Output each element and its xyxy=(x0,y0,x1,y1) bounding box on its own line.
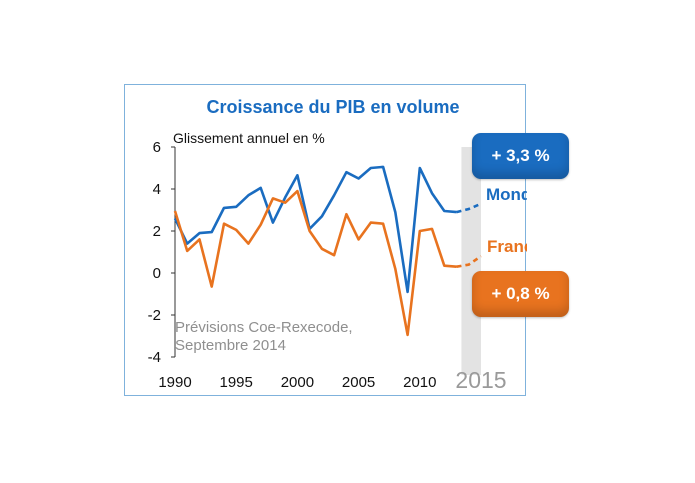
series-forecast-line-france xyxy=(456,255,482,268)
series-line-monde xyxy=(173,165,457,294)
x-tick-label: 2010 xyxy=(403,374,436,391)
x-tick-label: 2000 xyxy=(281,374,314,391)
plot-axes xyxy=(171,146,176,358)
y-tick-label: -2 xyxy=(148,307,161,324)
chart-frame: Croissance du PIB en volume Glissement a… xyxy=(124,84,527,396)
y-tick-label: 2 xyxy=(153,223,161,240)
series-forecast-line-monde xyxy=(456,202,482,214)
forecast-badge-france: + 0,8 % xyxy=(472,271,569,317)
forecast-badge-monde: + 3,3 % xyxy=(472,133,569,179)
chart-canvas: Croissance du PIB en volume Glissement a… xyxy=(148,97,527,393)
x-tick-label: 1990 xyxy=(158,374,191,391)
series-line-france xyxy=(173,189,457,337)
x-tick-label-forecast-year: 2015 xyxy=(455,367,506,393)
series-layer xyxy=(173,165,482,337)
y-tick-label: 4 xyxy=(153,181,161,198)
y-tick-label: 0 xyxy=(153,265,161,282)
y-tick-label: 6 xyxy=(153,139,161,156)
y-tick-label: -4 xyxy=(148,349,161,366)
tick-layer: 6 4 2 0 -2 -4 1990 1995 2000 2005 2010 2015 xyxy=(148,139,507,393)
forecast-band xyxy=(461,147,481,375)
x-tick-label: 2005 xyxy=(342,374,375,391)
series-label-france: France xyxy=(487,237,527,256)
series-label-monde: Monde xyxy=(486,185,527,204)
x-tick-label: 1995 xyxy=(220,374,253,391)
forecast-note-line: Prévisions Coe-Rexecode, xyxy=(175,319,353,336)
forecast-note-line: Septembre 2014 xyxy=(175,337,286,354)
y-axis-label: Glissement annuel en % xyxy=(173,130,325,146)
chart-title: Croissance du PIB en volume xyxy=(206,97,459,117)
